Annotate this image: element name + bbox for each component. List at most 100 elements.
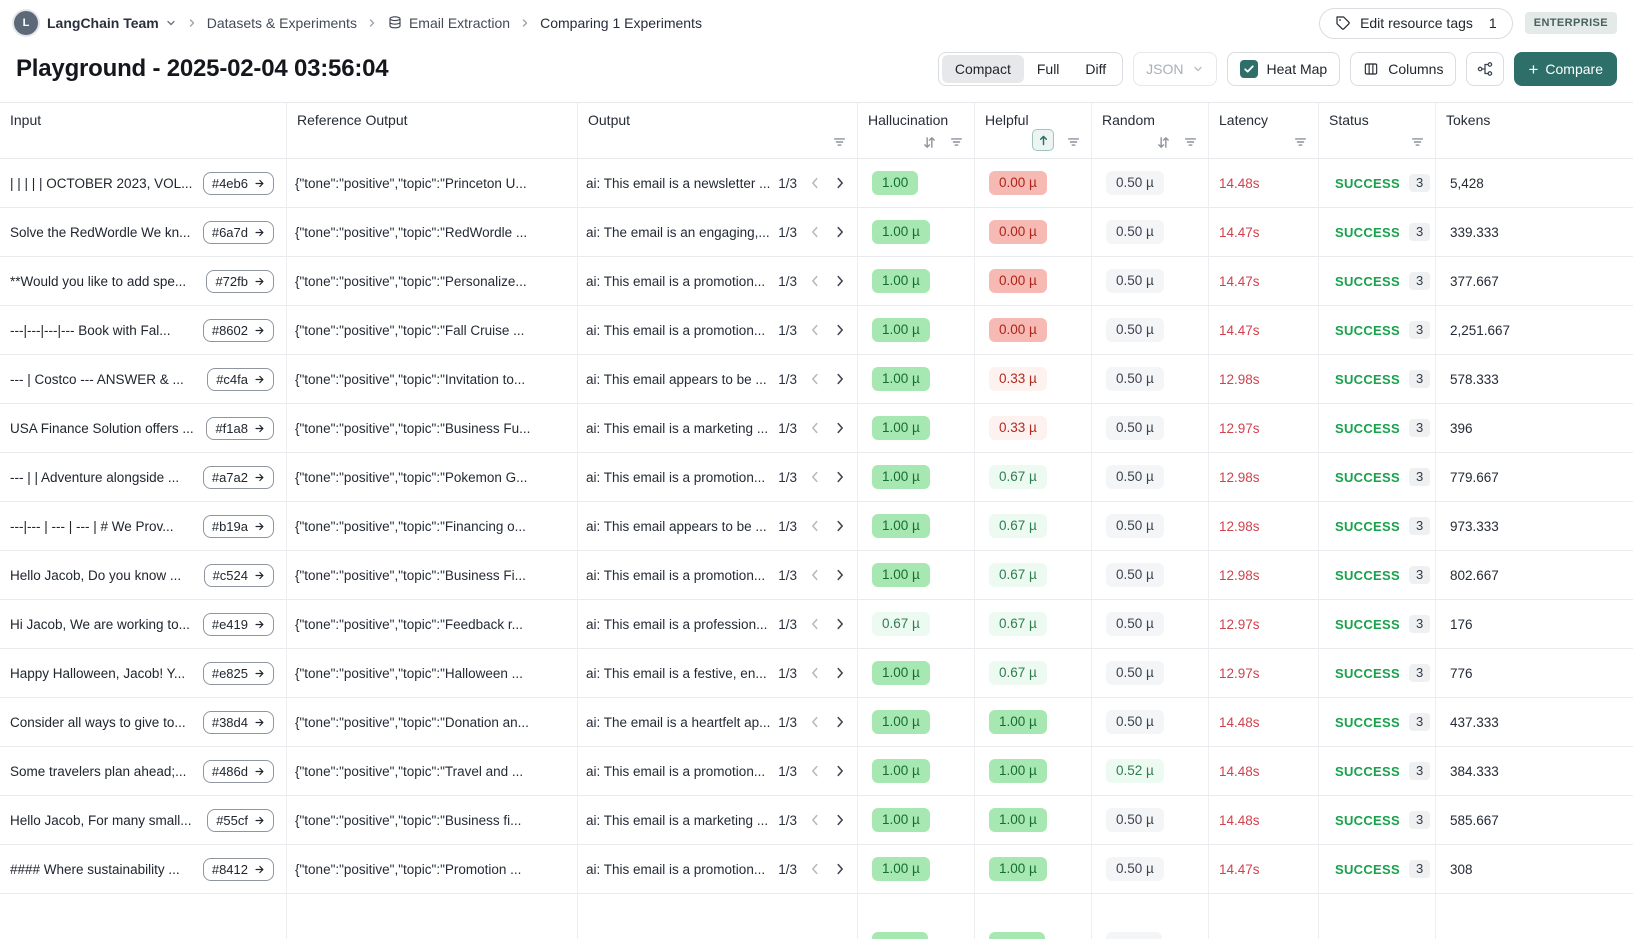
team-switcher[interactable]: LangChain Team	[47, 15, 177, 31]
row-open-button[interactable]: #38d4	[202, 710, 274, 734]
chevron-left-icon[interactable]	[808, 470, 822, 484]
row-open-button[interactable]: #e419	[202, 612, 274, 636]
output-cell[interactable]: ai: This email is a promotion... 1/3	[578, 845, 858, 893]
chevron-left-icon[interactable]	[808, 764, 822, 778]
format-select[interactable]: JSON	[1133, 52, 1217, 86]
reference-output-cell[interactable]: {"tone":"positive","topic":"RedWordle ..…	[287, 208, 578, 256]
reference-output-cell[interactable]: {"tone":"positive","topic":"Personalize.…	[287, 257, 578, 305]
reference-output-cell[interactable]: {"tone":"positive","topic":"Halloween ..…	[287, 649, 578, 697]
row-open-button[interactable]: #b19a	[202, 514, 274, 538]
reference-output-cell[interactable]: {"tone":"positive","topic":"Travel and .…	[287, 747, 578, 795]
output-cell[interactable]: ai: This email is a newsletter ... 1/3	[578, 159, 858, 207]
chevron-right-icon[interactable]	[833, 176, 847, 190]
reference-output-cell[interactable]: {"tone":"positive","topic":"Promotion ..…	[287, 845, 578, 893]
output-cell[interactable]: ai: The email is an engaging,... 1/3	[578, 208, 858, 256]
view-mode-compact[interactable]: Compact	[941, 55, 1024, 83]
filter-icon[interactable]	[832, 135, 847, 149]
chevron-left-icon[interactable]	[808, 519, 822, 533]
filter-icon[interactable]	[1410, 135, 1425, 149]
chevron-right-icon[interactable]	[833, 764, 847, 778]
chevron-right-icon[interactable]	[833, 568, 847, 582]
chevron-right-icon[interactable]	[833, 617, 847, 631]
view-mode-full[interactable]: Full	[1036, 61, 1060, 77]
reference-output-cell[interactable]: {"tone":"positive","topic":"Fall Cruise …	[287, 306, 578, 354]
chevron-left-icon[interactable]	[808, 323, 822, 337]
chevron-right-icon[interactable]	[833, 323, 847, 337]
row-open-button[interactable]: #486d	[202, 759, 274, 783]
chevron-left-icon[interactable]	[808, 176, 822, 190]
heatmap-toggle[interactable]: Heat Map	[1226, 52, 1341, 86]
sort-icon[interactable]	[1156, 135, 1171, 150]
chevron-right-icon[interactable]	[833, 372, 847, 386]
compare-button[interactable]: + Compare	[1514, 52, 1617, 86]
output-cell[interactable]: ai: This email is a promotion... 1/3	[578, 453, 858, 501]
row-open-button[interactable]: #4eb6	[202, 171, 274, 195]
output-cell[interactable]: ai: This email is a promotion... 1/3	[578, 551, 858, 599]
chevron-left-icon[interactable]	[808, 274, 822, 288]
trace-tree-button[interactable]	[1466, 52, 1505, 86]
chevron-left-icon[interactable]	[808, 568, 822, 582]
chevron-left-icon[interactable]	[808, 715, 822, 729]
output-cell[interactable]: ai: This email is a promotion... 1/3	[578, 257, 858, 305]
reference-output-cell[interactable]: {"tone":"positive","topic":"Financing o.…	[287, 502, 578, 550]
reference-output-cell[interactable]: {"tone":"positive","topic":"Business fi.…	[287, 796, 578, 844]
reference-output-cell[interactable]: {"tone":"positive","topic":"Business Fu.…	[287, 404, 578, 452]
edit-resource-tags-button[interactable]: Edit resource tags 1	[1319, 7, 1513, 39]
chevron-right-icon[interactable]	[833, 274, 847, 288]
output-cell[interactable]: ai: This email appears to be ... 1/3	[578, 355, 858, 403]
chevron-right-icon[interactable]	[833, 862, 847, 876]
row-open-button[interactable]: #f1a8	[206, 416, 274, 440]
chevron-left-icon[interactable]	[808, 617, 822, 631]
chevron-right-icon[interactable]	[833, 813, 847, 827]
column-header-helpful: Helpful	[975, 103, 1092, 158]
output-cell[interactable]: ai: This email is a promotion... 1/3	[578, 747, 858, 795]
reference-output-cell[interactable]: {"tone":"positive","topic":"Business Fi.…	[287, 551, 578, 599]
chevron-left-icon[interactable]	[808, 372, 822, 386]
row-open-button[interactable]: #a7a2	[202, 465, 274, 489]
row-open-button[interactable]: #e825	[202, 661, 274, 685]
row-open-button[interactable]: #6a7d	[202, 220, 274, 244]
chevron-right-icon[interactable]	[833, 715, 847, 729]
sort-icon[interactable]	[922, 135, 937, 150]
reference-output-cell[interactable]: {"tone":"positive","topic":"Feedback r..…	[287, 600, 578, 648]
latency-cell: 14.48s	[1209, 796, 1319, 844]
output-cell[interactable]: ai: This email is a promotion... 1/3	[578, 306, 858, 354]
reference-output-cell[interactable]: {"tone":"positive","topic":"Pokemon G...	[287, 453, 578, 501]
chevron-left-icon[interactable]	[808, 421, 822, 435]
reference-output-cell[interactable]: {"tone":"positive","topic":"Invitation t…	[287, 355, 578, 403]
output-cell[interactable]: ai: This email appears to be ... 1/3	[578, 502, 858, 550]
reference-output-cell[interactable]: {"tone":"positive","topic":"Princeton U.…	[287, 159, 578, 207]
row-open-button[interactable]: #8602	[202, 318, 274, 342]
output-cell[interactable]: ai: This email is a profession... 1/3	[578, 600, 858, 648]
view-mode-diff[interactable]: Diff	[1085, 61, 1107, 77]
row-open-button[interactable]: #72fb	[206, 269, 274, 293]
team-avatar[interactable]: L	[14, 11, 38, 35]
filter-icon[interactable]	[1066, 135, 1081, 149]
row-open-button[interactable]: #55cf	[207, 808, 274, 832]
reference-output-cell[interactable]: {"tone":"positive","topic":"Donation an.…	[287, 698, 578, 746]
columns-button[interactable]: Columns	[1350, 52, 1457, 86]
chevron-right-icon[interactable]	[833, 470, 847, 484]
row-open-button[interactable]: #c4fa	[207, 367, 274, 391]
filter-icon[interactable]	[1293, 135, 1308, 149]
filter-icon[interactable]	[949, 135, 964, 149]
heatmap-checkbox-checked[interactable]	[1239, 60, 1258, 78]
chevron-right-icon[interactable]	[833, 421, 847, 435]
breadcrumb-dataset[interactable]: Email Extraction	[387, 15, 510, 31]
row-open-button[interactable]: #c524	[203, 563, 274, 587]
chevron-right-icon[interactable]	[833, 225, 847, 239]
chevron-left-icon[interactable]	[808, 862, 822, 876]
chevron-left-icon[interactable]	[808, 666, 822, 680]
output-cell[interactable]: ai: The email is a heartfelt ap... 1/3	[578, 698, 858, 746]
row-open-button[interactable]: #8412	[202, 857, 274, 881]
chevron-left-icon[interactable]	[808, 813, 822, 827]
sort-ascending-active-icon[interactable]	[1032, 129, 1054, 151]
chevron-right-icon[interactable]	[833, 519, 847, 533]
breadcrumb-datasets[interactable]: Datasets & Experiments	[206, 15, 357, 31]
filter-icon[interactable]	[1183, 135, 1198, 149]
chevron-right-icon[interactable]	[833, 666, 847, 680]
output-cell[interactable]: ai: This email is a marketing ... 1/3	[578, 404, 858, 452]
chevron-left-icon[interactable]	[808, 225, 822, 239]
output-cell[interactable]: ai: This email is a marketing ... 1/3	[578, 796, 858, 844]
output-cell[interactable]: ai: This email is a festive, en... 1/3	[578, 649, 858, 697]
